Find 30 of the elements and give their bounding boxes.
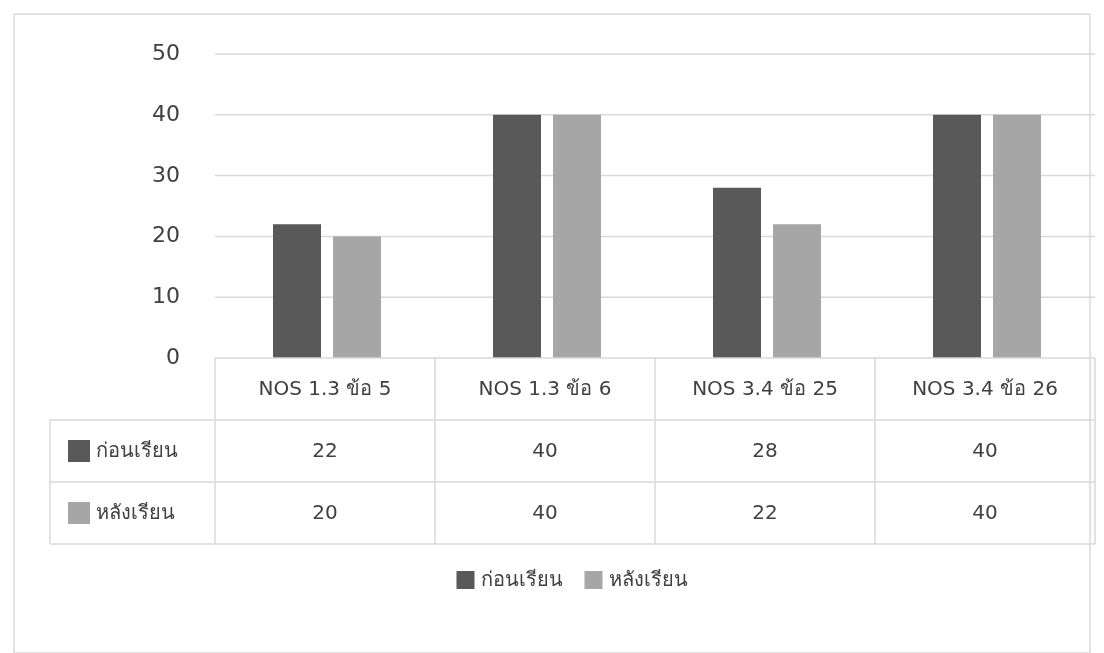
- data-label: 22: [752, 499, 778, 524]
- text: หลังเรียน: [96, 499, 175, 524]
- bar: [713, 187, 761, 358]
- legend-label: ก่อนเรียน: [96, 437, 178, 462]
- y-tick-label: 10: [152, 283, 180, 309]
- y-tick-label: 20: [152, 222, 180, 248]
- y-tick-label: 50: [152, 40, 180, 65]
- bar: [333, 236, 381, 358]
- data-label: 40: [532, 499, 558, 524]
- legend: ก่อนเรียน หลังเรียน: [456, 566, 688, 591]
- data-label: 40: [972, 437, 998, 462]
- data-label: 40: [532, 437, 558, 462]
- x-tick-label: NOS 1.3 ข้อ 6: [478, 375, 612, 400]
- bar: [773, 224, 821, 358]
- y-tick-label: 40: [152, 100, 180, 126]
- y-tick-label: 30: [152, 161, 180, 187]
- legend-label: หลังเรียน: [608, 566, 688, 591]
- bar: [933, 114, 981, 358]
- bar: [553, 114, 601, 358]
- bar: [993, 114, 1041, 358]
- data-label: 40: [972, 499, 998, 524]
- bar: [273, 224, 321, 358]
- x-tick-label: NOS 3.4 ข้อ 25: [692, 375, 838, 400]
- data-label: 28: [752, 437, 778, 462]
- y-tick-label: 0: [166, 344, 180, 369]
- data-label: 22: [312, 437, 338, 462]
- x-tick-label: NOS 3.4 ข้อ 26: [912, 375, 1058, 400]
- bar: [493, 114, 541, 358]
- data-label: 20: [312, 499, 338, 524]
- x-tick-label: NOS 1.3 ข้อ 5: [258, 375, 392, 400]
